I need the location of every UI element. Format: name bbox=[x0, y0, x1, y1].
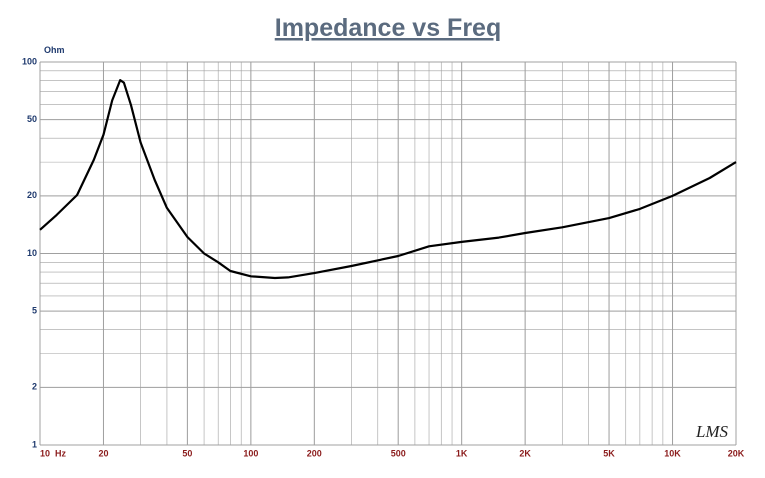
x-tick-label: 200 bbox=[307, 448, 322, 458]
x-tick-label: 10K bbox=[664, 448, 681, 458]
x-tick-label: 50 bbox=[182, 448, 192, 458]
y-tick-label: 5 bbox=[32, 306, 37, 316]
y-tick-label: 100 bbox=[22, 56, 37, 66]
x-tick-label: 20 bbox=[98, 448, 108, 458]
y-tick-label: 50 bbox=[27, 114, 37, 124]
y-tick-label: 2 bbox=[32, 382, 37, 392]
y-tick-label: 20 bbox=[27, 190, 37, 200]
x-tick-label: 100 bbox=[243, 448, 258, 458]
x-tick-label: 1K bbox=[456, 448, 468, 458]
y-tick-label: 1 bbox=[32, 439, 37, 449]
x-tick-label: 500 bbox=[391, 448, 406, 458]
y-tick-label: 10 bbox=[27, 248, 37, 258]
chart-title: Impedance vs Freq bbox=[275, 14, 501, 42]
x-tick-label: 10 Hz bbox=[40, 448, 67, 458]
x-tick-label: 20K bbox=[728, 448, 745, 458]
x-tick-label: 2K bbox=[519, 448, 531, 458]
watermark: LMS bbox=[695, 422, 729, 441]
impedance-curve bbox=[39, 79, 737, 280]
y-axis-label: Ohm bbox=[44, 45, 65, 55]
x-tick-label: 5K bbox=[603, 448, 615, 458]
